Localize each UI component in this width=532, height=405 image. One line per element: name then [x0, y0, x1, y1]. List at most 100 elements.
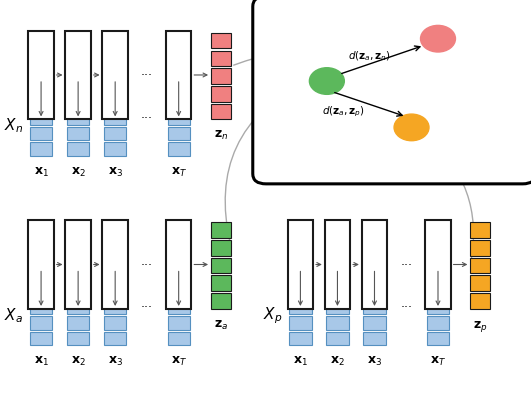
Text: $\mathbf{x}_2$: $\mathbf{x}_2$ — [71, 165, 86, 178]
Text: $\mathbf{x}_T$: $\mathbf{x}_T$ — [171, 165, 187, 178]
FancyBboxPatch shape — [168, 128, 190, 141]
FancyBboxPatch shape — [211, 104, 231, 120]
FancyBboxPatch shape — [470, 276, 491, 291]
FancyBboxPatch shape — [326, 271, 348, 284]
FancyBboxPatch shape — [30, 286, 52, 299]
Text: ···: ··· — [141, 258, 153, 271]
FancyBboxPatch shape — [67, 82, 89, 95]
FancyBboxPatch shape — [67, 128, 89, 141]
FancyBboxPatch shape — [427, 286, 449, 299]
FancyBboxPatch shape — [30, 143, 52, 156]
FancyBboxPatch shape — [30, 82, 52, 95]
FancyBboxPatch shape — [30, 271, 52, 284]
FancyBboxPatch shape — [104, 317, 126, 330]
Text: $\mathbf{x}_3$: $\mathbf{x}_3$ — [107, 165, 123, 178]
FancyBboxPatch shape — [326, 301, 348, 315]
FancyBboxPatch shape — [211, 258, 231, 274]
Circle shape — [420, 26, 455, 53]
FancyBboxPatch shape — [30, 128, 52, 141]
FancyBboxPatch shape — [67, 332, 89, 345]
FancyBboxPatch shape — [211, 51, 231, 67]
FancyBboxPatch shape — [104, 143, 126, 156]
FancyBboxPatch shape — [211, 34, 231, 49]
FancyBboxPatch shape — [104, 301, 126, 315]
Text: $\mathbf{x}_1$: $\mathbf{x}_1$ — [34, 165, 48, 178]
FancyBboxPatch shape — [67, 271, 89, 284]
FancyBboxPatch shape — [326, 286, 348, 299]
FancyBboxPatch shape — [326, 332, 348, 345]
Text: $X_a$: $X_a$ — [4, 305, 23, 324]
FancyBboxPatch shape — [30, 301, 52, 315]
FancyBboxPatch shape — [67, 143, 89, 156]
FancyBboxPatch shape — [211, 87, 231, 102]
FancyBboxPatch shape — [104, 332, 126, 345]
FancyBboxPatch shape — [103, 32, 128, 120]
Circle shape — [394, 115, 429, 141]
FancyBboxPatch shape — [168, 271, 190, 284]
Text: $d(\mathbf{z}_a, \mathbf{z}_p)$: $d(\mathbf{z}_a, \mathbf{z}_p)$ — [321, 105, 364, 119]
FancyBboxPatch shape — [211, 223, 231, 238]
FancyBboxPatch shape — [104, 97, 126, 111]
FancyBboxPatch shape — [166, 32, 192, 120]
FancyBboxPatch shape — [67, 112, 89, 126]
FancyBboxPatch shape — [30, 332, 52, 345]
FancyBboxPatch shape — [30, 97, 52, 111]
FancyBboxPatch shape — [470, 258, 491, 274]
FancyBboxPatch shape — [289, 317, 312, 330]
Text: $\mathbf{x}_3$: $\mathbf{x}_3$ — [107, 354, 123, 367]
Text: $X_n$: $X_n$ — [4, 116, 23, 135]
FancyBboxPatch shape — [363, 317, 386, 330]
FancyBboxPatch shape — [168, 332, 190, 345]
FancyBboxPatch shape — [211, 69, 231, 85]
Text: $X_p$: $X_p$ — [263, 305, 282, 325]
FancyBboxPatch shape — [168, 286, 190, 299]
Text: $\mathbf{x}_T$: $\mathbf{x}_T$ — [171, 354, 187, 367]
FancyBboxPatch shape — [67, 97, 89, 111]
Text: $\mathbf{x}_1$: $\mathbf{x}_1$ — [293, 354, 308, 367]
FancyBboxPatch shape — [362, 221, 387, 309]
FancyBboxPatch shape — [168, 143, 190, 156]
FancyBboxPatch shape — [211, 241, 231, 256]
FancyBboxPatch shape — [325, 221, 350, 309]
FancyBboxPatch shape — [104, 128, 126, 141]
Text: ···: ··· — [400, 301, 412, 313]
FancyBboxPatch shape — [168, 97, 190, 111]
FancyBboxPatch shape — [104, 286, 126, 299]
Text: ···: ··· — [141, 111, 153, 124]
Text: $\mathbf{x}_2$: $\mathbf{x}_2$ — [71, 354, 86, 367]
FancyBboxPatch shape — [67, 317, 89, 330]
FancyBboxPatch shape — [168, 317, 190, 330]
FancyBboxPatch shape — [427, 332, 449, 345]
Text: $d(\mathbf{z}_a, \mathbf{z}_n)$: $d(\mathbf{z}_a, \mathbf{z}_n)$ — [348, 49, 391, 62]
FancyBboxPatch shape — [425, 221, 451, 309]
FancyBboxPatch shape — [104, 271, 126, 284]
FancyBboxPatch shape — [289, 332, 312, 345]
Text: ···: ··· — [400, 258, 412, 271]
FancyBboxPatch shape — [427, 271, 449, 284]
FancyBboxPatch shape — [470, 294, 491, 309]
FancyBboxPatch shape — [67, 286, 89, 299]
Text: $\mathbf{x}_1$: $\mathbf{x}_1$ — [34, 354, 48, 367]
FancyBboxPatch shape — [168, 82, 190, 95]
FancyBboxPatch shape — [288, 221, 313, 309]
Text: ···: ··· — [141, 301, 153, 313]
FancyBboxPatch shape — [67, 301, 89, 315]
Text: $\mathbf{x}_3$: $\mathbf{x}_3$ — [367, 354, 382, 367]
FancyBboxPatch shape — [470, 241, 491, 256]
FancyBboxPatch shape — [363, 301, 386, 315]
FancyBboxPatch shape — [104, 112, 126, 126]
FancyBboxPatch shape — [168, 301, 190, 315]
FancyBboxPatch shape — [30, 317, 52, 330]
FancyBboxPatch shape — [289, 286, 312, 299]
FancyBboxPatch shape — [363, 271, 386, 284]
FancyBboxPatch shape — [166, 221, 192, 309]
Text: ···: ··· — [141, 69, 153, 82]
FancyBboxPatch shape — [326, 317, 348, 330]
FancyBboxPatch shape — [470, 223, 491, 238]
Text: $\mathbf{z}_a$: $\mathbf{z}_a$ — [214, 318, 228, 331]
Circle shape — [310, 68, 344, 95]
Text: $\mathbf{x}_2$: $\mathbf{x}_2$ — [330, 354, 345, 367]
FancyBboxPatch shape — [65, 32, 91, 120]
FancyBboxPatch shape — [65, 221, 91, 309]
Text: $\mathbf{z}_n$: $\mathbf{z}_n$ — [214, 129, 228, 142]
